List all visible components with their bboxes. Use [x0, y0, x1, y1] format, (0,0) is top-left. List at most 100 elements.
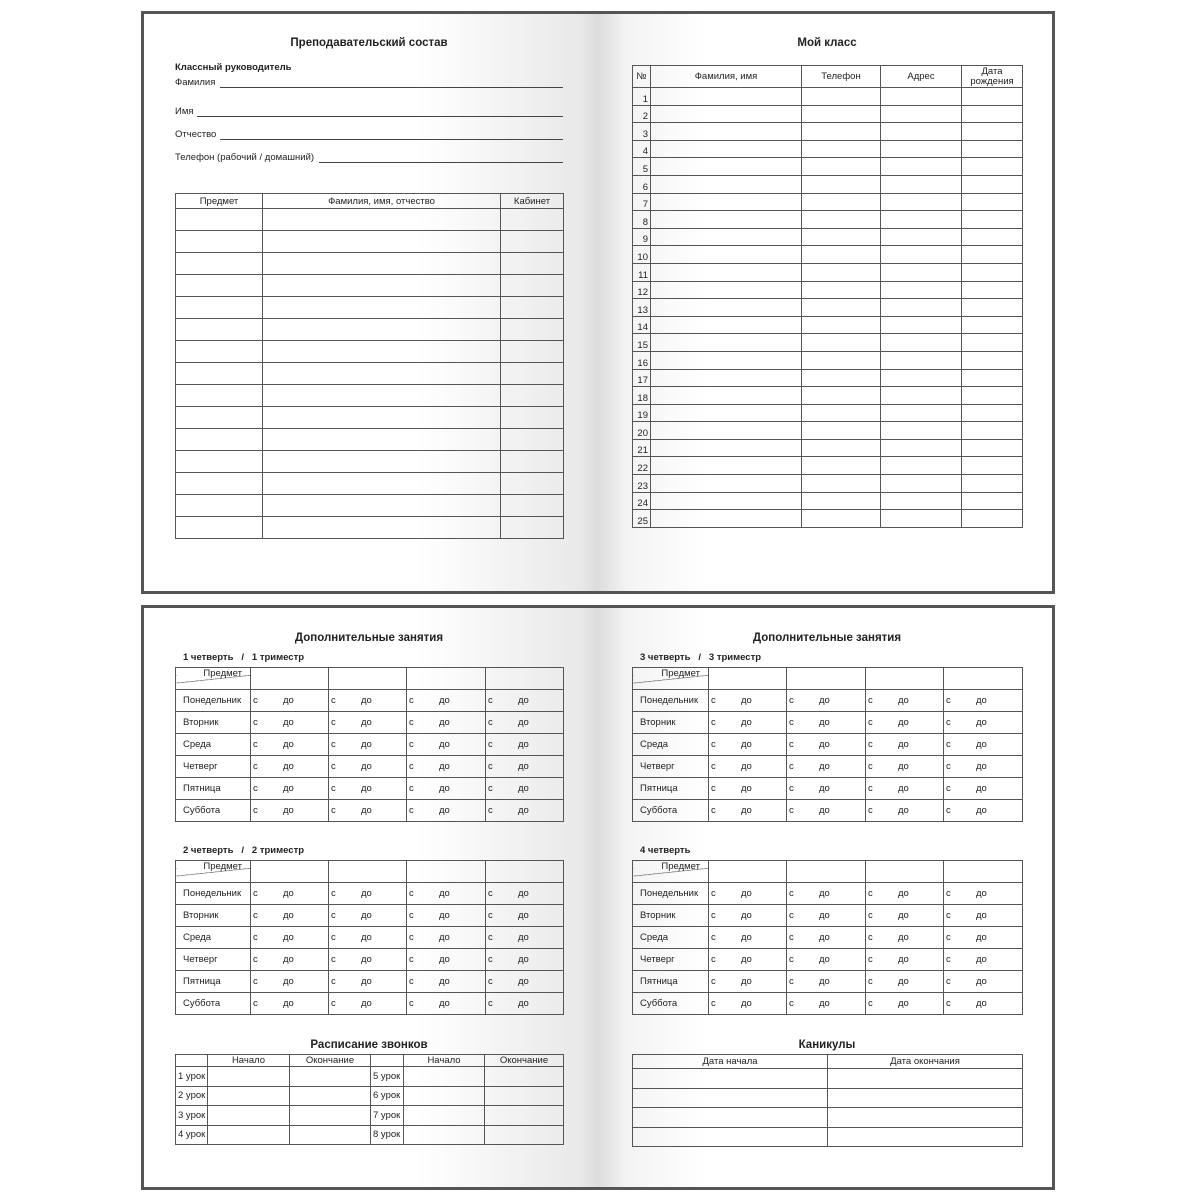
input-cell[interactable] — [262, 428, 501, 451]
input-cell[interactable] — [262, 252, 501, 275]
time-cell[interactable]: с до — [708, 948, 787, 971]
input-cell[interactable] — [262, 296, 501, 319]
time-cell[interactable]: с до — [406, 711, 486, 734]
input-cell[interactable] — [175, 274, 263, 297]
input-cell[interactable] — [632, 1107, 828, 1128]
input-cell[interactable] — [801, 210, 881, 229]
time-cell[interactable]: с до — [943, 711, 1023, 734]
time-cell[interactable]: с до — [406, 970, 486, 993]
subject-input-cell[interactable] — [865, 860, 944, 883]
input-cell[interactable] — [650, 350, 802, 370]
input-cell[interactable] — [175, 384, 263, 407]
input-cell[interactable] — [801, 491, 881, 511]
time-cell[interactable]: с до — [485, 689, 564, 712]
input-cell[interactable] — [650, 210, 802, 229]
time-cell[interactable]: с до — [786, 755, 866, 778]
input-cell[interactable] — [961, 333, 1023, 352]
input-cell[interactable] — [801, 421, 881, 440]
input-cell[interactable] — [500, 428, 564, 451]
input-cell[interactable] — [262, 472, 501, 495]
input-cell[interactable] — [500, 274, 564, 297]
input-cell[interactable] — [207, 1066, 290, 1087]
time-cell[interactable]: с до — [786, 904, 866, 927]
time-cell[interactable]: с до — [328, 926, 407, 949]
input-cell[interactable] — [961, 421, 1023, 440]
time-cell[interactable]: с до — [485, 777, 564, 800]
input-cell[interactable] — [262, 516, 501, 539]
time-cell[interactable]: с до — [865, 926, 944, 949]
time-cell[interactable]: с до — [485, 799, 564, 822]
input-cell[interactable] — [207, 1105, 290, 1126]
time-cell[interactable]: с до — [786, 948, 866, 971]
input-cell[interactable] — [207, 1085, 290, 1106]
input-cell[interactable] — [961, 386, 1023, 405]
input-cell[interactable] — [175, 252, 263, 275]
input-cell[interactable] — [175, 296, 263, 319]
subject-input-cell[interactable] — [406, 860, 486, 883]
time-cell[interactable]: с до — [708, 733, 787, 756]
input-cell[interactable] — [961, 174, 1023, 194]
input-cell[interactable] — [880, 456, 962, 476]
input-cell[interactable] — [500, 472, 564, 495]
time-cell[interactable]: с до — [708, 926, 787, 949]
input-cell[interactable] — [650, 157, 802, 176]
input-cell[interactable] — [500, 494, 564, 517]
subject-input-cell[interactable] — [485, 667, 564, 690]
time-cell[interactable]: с до — [328, 689, 407, 712]
time-cell[interactable]: с до — [485, 970, 564, 993]
time-cell[interactable]: с до — [485, 882, 564, 905]
time-cell[interactable]: с до — [786, 711, 866, 734]
input-cell[interactable] — [175, 516, 263, 539]
time-cell[interactable]: с до — [708, 992, 787, 1015]
time-cell[interactable]: с до — [865, 904, 944, 927]
time-cell[interactable]: с до — [328, 777, 407, 800]
time-cell[interactable]: с до — [328, 970, 407, 993]
input-cell[interactable] — [801, 315, 881, 335]
input-cell[interactable] — [961, 438, 1023, 458]
input-cell[interactable] — [500, 318, 564, 341]
input-cell[interactable] — [880, 157, 962, 176]
input-cell[interactable] — [484, 1124, 564, 1145]
input-cell[interactable] — [880, 421, 962, 440]
time-cell[interactable]: с до — [406, 733, 486, 756]
time-cell[interactable]: с до — [328, 992, 407, 1015]
input-cell[interactable] — [175, 406, 263, 429]
input-cell[interactable] — [880, 245, 962, 264]
time-cell[interactable]: с до — [250, 755, 329, 778]
subject-input-cell[interactable] — [485, 860, 564, 883]
input-cell[interactable] — [262, 318, 501, 341]
input-cell[interactable] — [880, 104, 962, 124]
input-cell[interactable] — [961, 192, 1023, 212]
time-cell[interactable]: с до — [786, 882, 866, 905]
input-cell[interactable] — [500, 296, 564, 319]
input-cell[interactable] — [880, 87, 962, 106]
subject-input-cell[interactable] — [943, 667, 1023, 690]
input-cell[interactable] — [650, 262, 802, 282]
input-cell[interactable] — [175, 230, 263, 253]
input-cell[interactable] — [650, 474, 802, 493]
time-cell[interactable]: с до — [485, 904, 564, 927]
input-cell[interactable] — [500, 384, 564, 407]
time-cell[interactable]: с до — [250, 777, 329, 800]
subject-input-cell[interactable] — [786, 860, 866, 883]
input-cell[interactable] — [500, 208, 564, 231]
time-cell[interactable]: с до — [943, 948, 1023, 971]
input-cell[interactable] — [801, 350, 881, 370]
time-cell[interactable]: с до — [865, 711, 944, 734]
input-cell[interactable] — [801, 474, 881, 493]
time-cell[interactable]: с до — [943, 799, 1023, 822]
input-cell[interactable] — [403, 1124, 485, 1145]
input-cell[interactable] — [801, 174, 881, 194]
input-cell[interactable] — [801, 333, 881, 352]
input-cell[interactable] — [500, 406, 564, 429]
subject-input-cell[interactable] — [406, 667, 486, 690]
time-cell[interactable]: с до — [943, 689, 1023, 712]
input-cell[interactable] — [880, 403, 962, 423]
time-cell[interactable]: с до — [485, 711, 564, 734]
input-cell[interactable] — [650, 104, 802, 124]
field-input-line[interactable] — [220, 139, 563, 140]
time-cell[interactable]: с до — [943, 755, 1023, 778]
input-cell[interactable] — [500, 362, 564, 385]
subject-input-cell[interactable] — [943, 860, 1023, 883]
time-cell[interactable]: с до — [708, 689, 787, 712]
